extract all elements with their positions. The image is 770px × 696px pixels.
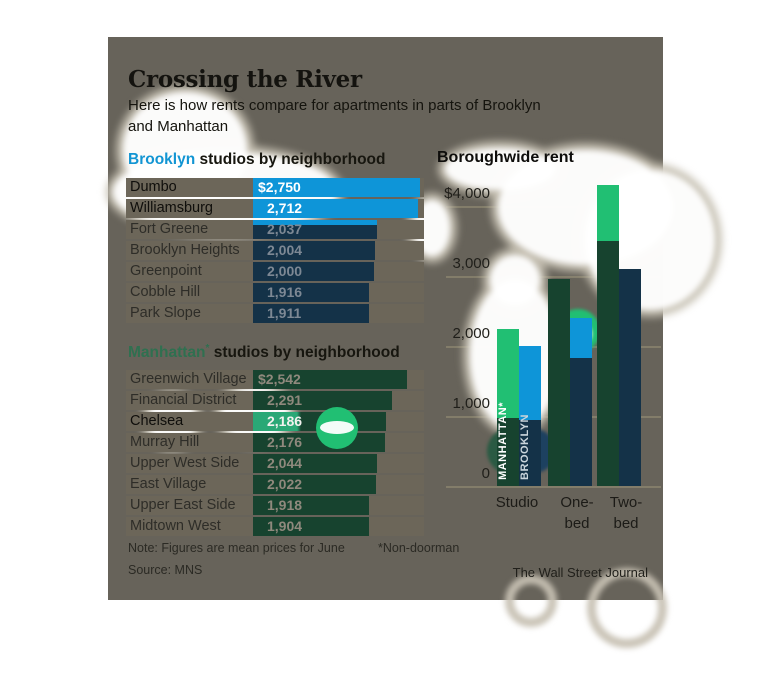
gridline-2000 — [446, 346, 661, 348]
infographic-card: Crossing the River Here is how rents com… — [108, 37, 663, 600]
gridline-1000 — [446, 416, 661, 418]
gridline-3000 — [446, 276, 661, 278]
gridline-0 — [446, 486, 661, 488]
card-background-layer — [108, 37, 663, 600]
gridline-4000 — [446, 206, 661, 208]
